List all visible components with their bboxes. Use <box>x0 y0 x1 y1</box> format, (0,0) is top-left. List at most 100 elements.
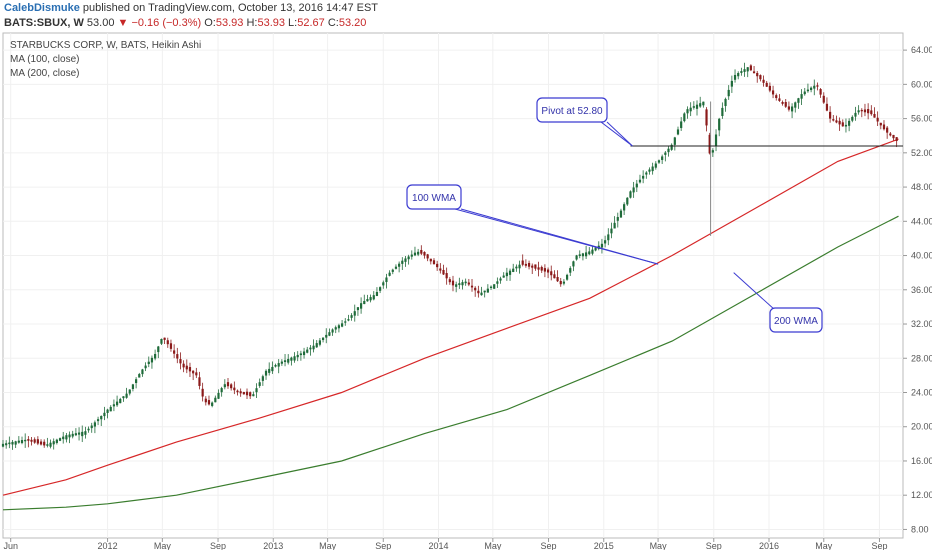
candle <box>134 377 138 389</box>
candle-body <box>464 281 467 284</box>
candle <box>718 117 721 137</box>
candle-body <box>179 359 182 364</box>
candle <box>426 253 429 262</box>
candle-body <box>702 101 705 106</box>
candle-body <box>521 260 524 265</box>
candle-body <box>11 441 14 445</box>
candle-body <box>455 284 458 287</box>
candle-body <box>58 438 62 441</box>
candle <box>762 75 765 87</box>
candle-body <box>711 150 714 153</box>
candle-body <box>692 106 695 108</box>
candle-body <box>642 175 645 179</box>
candle-body <box>524 263 527 266</box>
candle-body <box>477 290 480 294</box>
candle <box>30 436 33 446</box>
candle-body <box>87 428 90 431</box>
candle <box>207 395 211 406</box>
candle-body <box>813 85 816 89</box>
candle <box>147 356 150 368</box>
candle <box>467 278 470 287</box>
candle-body <box>112 404 116 407</box>
candle-body <box>398 263 401 267</box>
candle <box>379 286 382 294</box>
candle <box>451 275 455 292</box>
candle <box>299 350 302 361</box>
candle <box>366 294 369 302</box>
candle-body <box>746 67 749 72</box>
y-tick-label: 60.00 <box>911 79 932 89</box>
candle <box>49 439 52 449</box>
candle-body <box>5 443 8 446</box>
candle <box>594 247 597 252</box>
candle-body <box>451 280 455 286</box>
candle-body <box>844 124 848 127</box>
x-tick-label: May <box>319 541 337 550</box>
candle <box>109 405 112 412</box>
candle <box>306 346 309 354</box>
candle-body <box>432 260 436 265</box>
candle <box>280 359 283 366</box>
candle-body <box>245 391 249 396</box>
candle-body <box>252 394 255 397</box>
candle <box>648 167 651 175</box>
candle <box>46 437 49 448</box>
candle-body <box>873 113 876 118</box>
candle-body <box>600 243 604 248</box>
candle-body <box>737 73 740 77</box>
candle <box>581 252 585 261</box>
candle-body <box>423 252 426 256</box>
candle-body <box>588 251 591 255</box>
ohlc-open-label: O: <box>204 17 216 29</box>
pivot-callout-pointer <box>600 121 633 147</box>
candle-body <box>96 419 100 422</box>
candle-body <box>220 388 223 393</box>
candle-body <box>689 107 692 112</box>
candle-body <box>204 398 207 403</box>
candle-body <box>8 442 11 445</box>
candle-body <box>543 268 547 272</box>
author-link[interactable]: CalebDismuke <box>4 2 80 14</box>
candle-body <box>372 295 375 300</box>
candle <box>258 378 261 388</box>
candle-body <box>27 439 30 441</box>
candle <box>93 420 97 434</box>
candle-body <box>347 319 350 321</box>
candle-body <box>581 253 585 257</box>
candle <box>52 438 55 450</box>
candle-body <box>296 354 299 358</box>
candle-body <box>784 102 787 107</box>
candles <box>1 62 898 450</box>
candle <box>756 70 759 83</box>
x-tick-label: Sep <box>541 541 557 550</box>
candle <box>667 145 670 157</box>
candle-body <box>134 379 138 384</box>
candle-body <box>860 109 863 112</box>
candle-body <box>594 247 597 251</box>
candle <box>318 337 322 347</box>
candle <box>138 372 141 378</box>
candle <box>11 439 14 450</box>
candle <box>214 395 217 403</box>
candle-body <box>429 258 432 262</box>
candle-body <box>379 287 382 291</box>
candle-body <box>39 441 43 445</box>
candle-body <box>775 95 778 99</box>
candle-body <box>787 106 791 110</box>
candle <box>293 352 296 363</box>
candle <box>347 314 350 322</box>
candle <box>201 382 204 402</box>
candle-body <box>163 337 166 340</box>
candle-body <box>851 116 854 121</box>
candle <box>607 228 610 246</box>
candle <box>185 359 188 374</box>
publish-line: CalebDismuke published on TradingView.co… <box>4 2 378 14</box>
candle-body <box>312 345 315 350</box>
ma200-callout: 200 WMA <box>733 272 823 333</box>
symbol-label: BATS:SBUX, W <box>4 17 84 29</box>
candle-body <box>718 118 721 131</box>
candle <box>797 97 800 109</box>
candle-body <box>401 260 404 264</box>
